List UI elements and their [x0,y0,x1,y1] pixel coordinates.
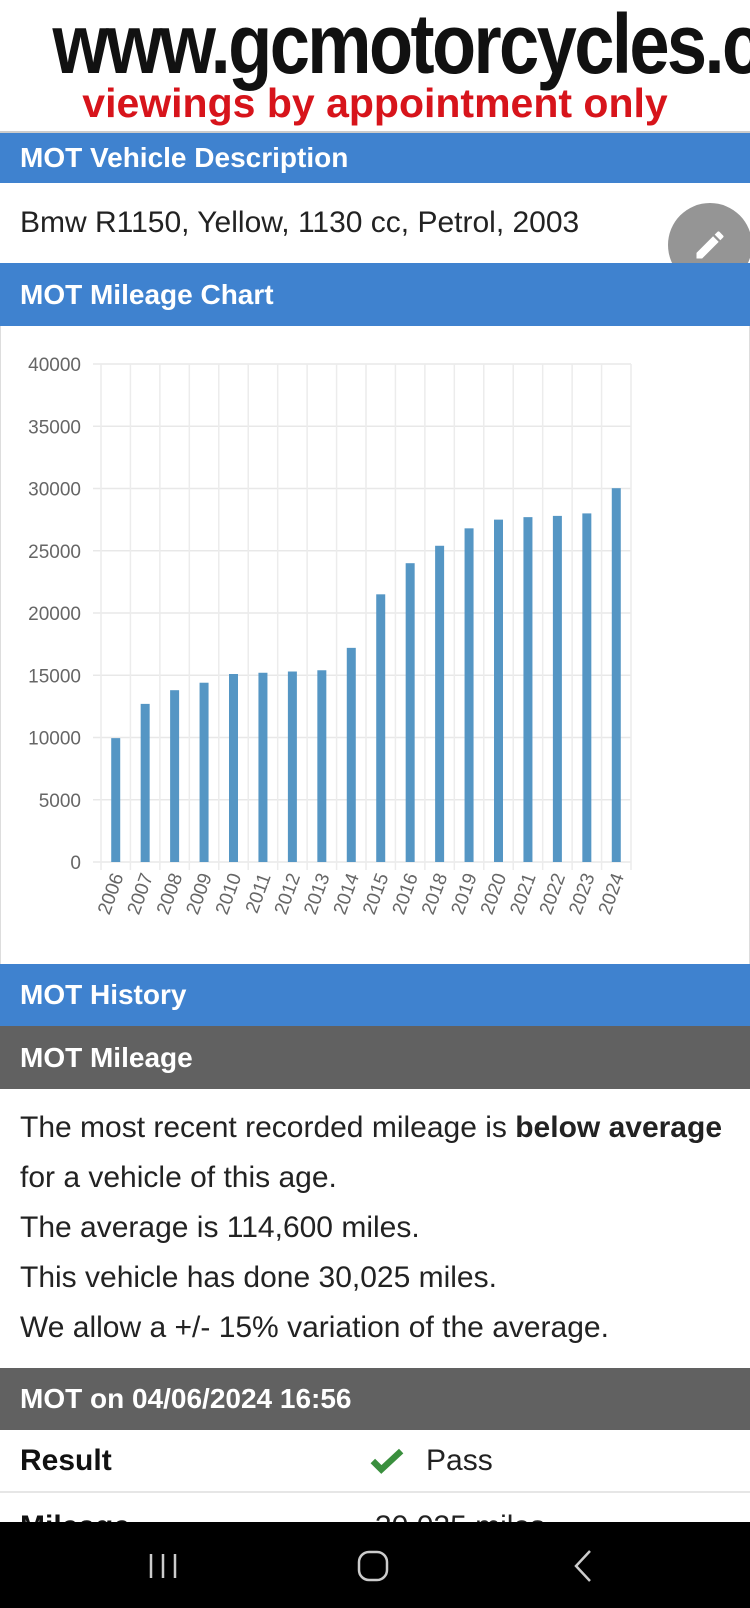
variation-note: We allow a +/- 15% variation of the aver… [20,1311,609,1344]
result-value: Pass [426,1443,493,1477]
android-nav-bar [0,1522,750,1608]
bar-2016 [405,563,415,862]
back-button[interactable] [574,1550,591,1582]
y-tick-label: 10000 [28,729,81,750]
recent-apps-button[interactable] [149,1554,177,1578]
site-url: www.gcmotorcycles.co.uk [52,0,750,91]
mileage-chart: 0 5000 10000 15000 20000 25000 30000 35000 40000… [0,326,750,964]
bar-2006 [111,738,121,862]
x-tick-label: 2010 [212,871,246,918]
vehicle-description: Bmw R1150, Yellow, 1130 cc, Petrol, 2003 [20,206,580,239]
bar-2008 [170,690,180,862]
site-banner: www.gcmotorcycles.co.uk viewings by appo… [0,0,750,133]
bar-2024 [611,488,621,862]
bar-2009 [199,682,209,862]
mileage-chart-header: MOT Mileage Chart [0,263,750,326]
mileage-summary: The most recent recorded mileage is belo… [0,1089,750,1368]
vehicle-description-header: MOT Vehicle Description [0,133,750,183]
mileage-summary-line: The most recent recorded mileage is belo… [20,1111,722,1194]
check-icon [370,1448,404,1474]
mileage-verdict: below average [515,1111,722,1144]
home-button[interactable] [357,1550,389,1582]
y-tick-label: 5000 [39,791,81,812]
bar-2023 [582,513,592,862]
bar-2010 [229,674,238,862]
bar-2013 [317,670,327,862]
y-tick-label: 15000 [28,666,81,687]
bar-2020 [494,519,503,862]
mot-history-header: MOT History [0,964,750,1026]
bar-2007 [140,703,150,862]
x-tick-label: 2024 [595,870,629,917]
average-mileage: The average is 114,600 miles. [20,1211,420,1244]
result-label: Result [20,1443,112,1477]
mot-mileage-header: MOT Mileage [0,1026,750,1089]
y-tick-label: 40000 [28,355,81,376]
site-tagline: viewings by appointment only [82,80,668,126]
bar-2022 [552,515,562,862]
mot-test-header: MOT on 04/06/2024 16:56 [0,1368,750,1430]
y-tick-label: 25000 [28,542,81,563]
result-row: Result Pass [0,1430,750,1493]
bar-2018 [435,545,445,862]
bar-2014 [346,647,356,862]
bar-2012 [287,671,297,862]
bar-2011 [258,672,268,862]
bar-2015 [376,594,386,862]
vehicle-mileage: This vehicle has done 30,025 miles. [20,1261,497,1294]
y-tick-label: 20000 [28,604,81,625]
pencil-icon [696,231,724,259]
bar-2019 [464,528,474,862]
y-tick-label: 0 [70,853,81,874]
bar-2021 [523,517,533,862]
y-tick-label: 35000 [28,417,81,438]
mileage-chart-svg: 0 5000 10000 15000 20000 25000 30000 35000 40000… [28,355,632,918]
y-tick-label: 30000 [28,480,81,501]
